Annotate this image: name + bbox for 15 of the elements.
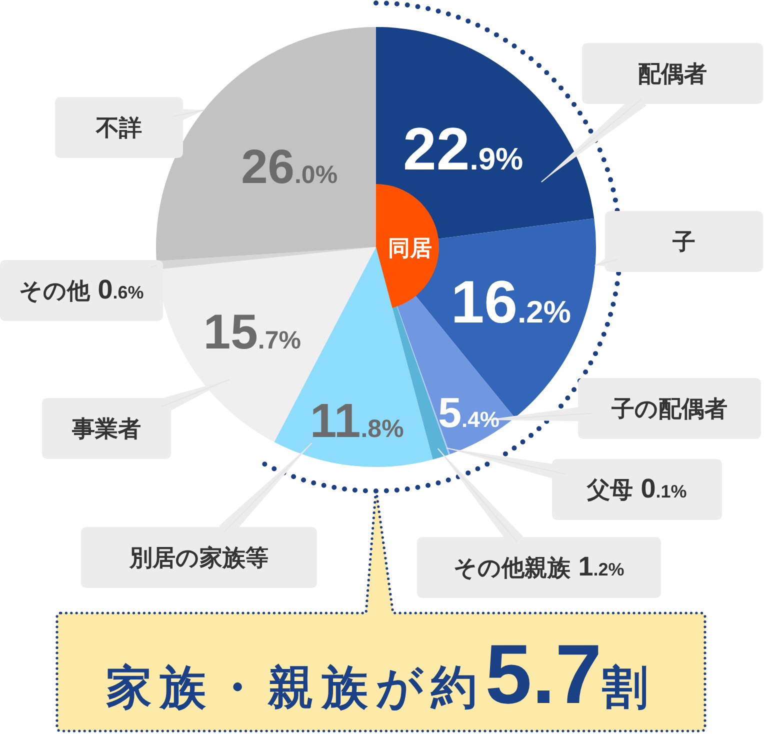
data-label: 15.7%	[203, 306, 301, 360]
slice-label: 配偶者	[638, 60, 707, 86]
slice-label: 別居の家族等	[128, 544, 268, 570]
text: 同居	[388, 235, 432, 260]
data-label: 5.4%	[438, 389, 500, 436]
slice-label: 子の配偶者	[610, 396, 728, 422]
data-label: 22.9%	[402, 115, 524, 182]
data-label: 16.2%	[450, 268, 571, 336]
slice-label: その他	[19, 278, 92, 304]
data-label: 0.6%	[90, 274, 144, 304]
data-label: 26.0%	[241, 141, 338, 194]
slice-label: 子	[672, 228, 696, 254]
data-label: 11.8%	[310, 395, 404, 448]
slice-label: 不詳	[95, 114, 142, 140]
pie-slice	[156, 27, 376, 262]
